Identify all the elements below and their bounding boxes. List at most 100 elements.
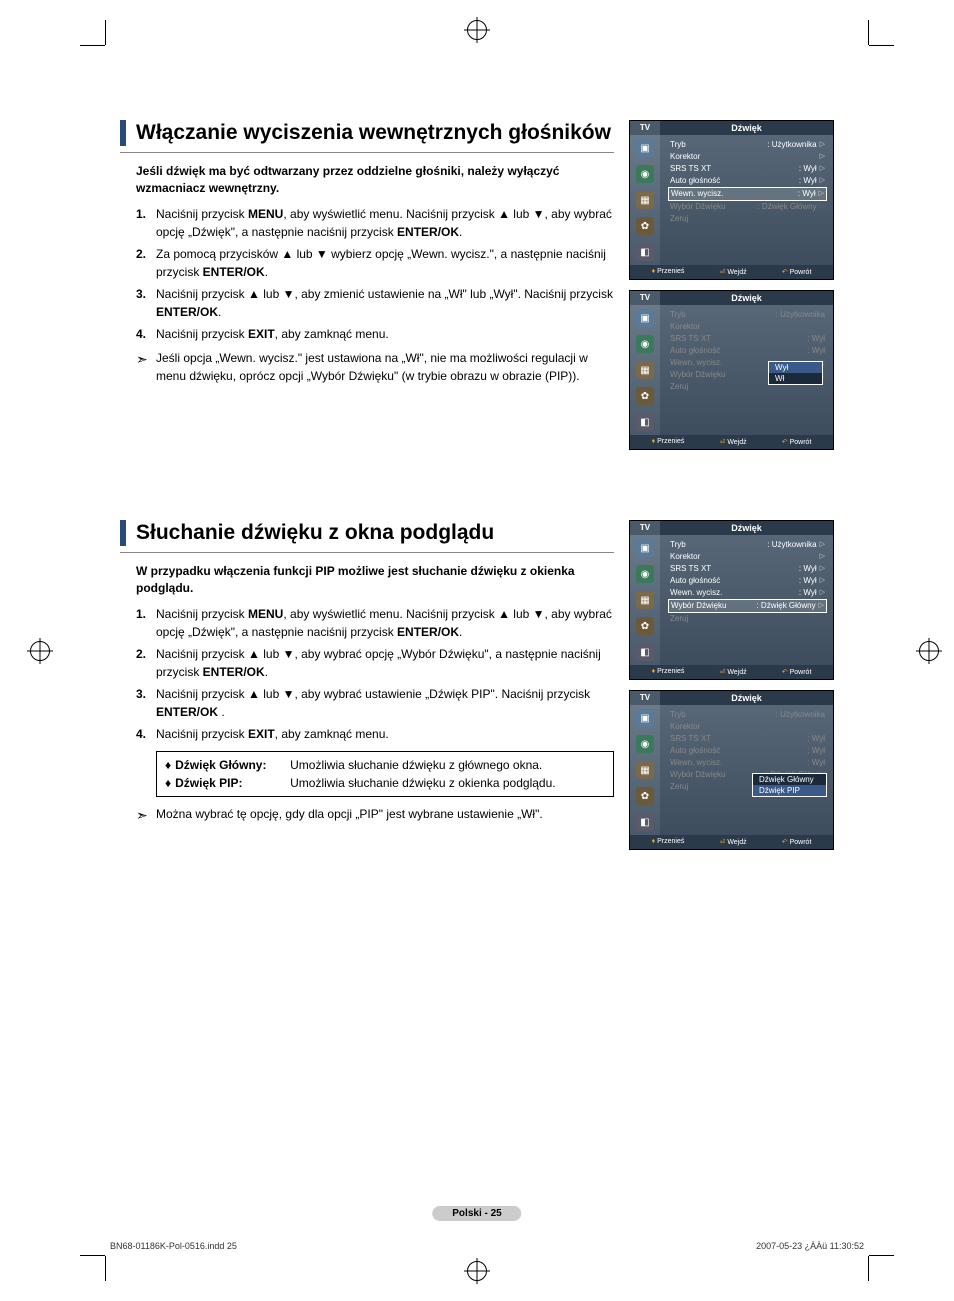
osd-title: Dźwięk xyxy=(660,691,833,705)
registration-mark xyxy=(30,641,50,661)
osd-row-korektor: Korektor▷ xyxy=(668,151,827,163)
osd-tv-label: TV xyxy=(630,691,660,705)
step-text: Naciśnij przycisk MENU, aby wyświetlić m… xyxy=(156,205,614,241)
settings-icon: ✿ xyxy=(636,617,654,635)
step-list: 1.Naciśnij przycisk MENU, aby wyświetlić… xyxy=(136,605,614,743)
osd-title: Dźwięk xyxy=(660,291,833,305)
step-text: Za pomocą przycisków ▲ lub ▼ wybierz opc… xyxy=(156,245,614,281)
picture-icon: ▣ xyxy=(636,539,654,557)
osd-row-korektor: Korektor xyxy=(668,321,827,333)
step-text: Naciśnij przycisk EXIT, aby zamknąć menu… xyxy=(156,725,614,743)
osd-row-auto: Auto głośność: Wył xyxy=(668,345,827,357)
step-text: Naciśnij przycisk ▲ lub ▼, aby zmienić u… xyxy=(156,285,614,321)
dropdown-option-main: Dźwięk Główny xyxy=(753,774,826,785)
osd-menu-sound-2: TV Dźwięk ▣ ◉ ▦ ✿ ◧ Tryb: Użytkownika Ko… xyxy=(629,290,834,450)
section-intro: Jeśli dźwięk ma być odtwarzany przez odd… xyxy=(136,163,614,197)
step-text: Naciśnij przycisk MENU, aby wyświetlić m… xyxy=(156,605,614,641)
osd-menu-sound-1: TV Dźwięk ▣ ◉ ▦ ✿ ◧ Tryb: Użytkownika▷ K… xyxy=(629,120,834,280)
osd-title: Dźwięk xyxy=(660,121,833,135)
input-icon: ◧ xyxy=(636,643,654,661)
osd-row-srs: SRS TS XT: Wył▷ xyxy=(668,163,827,175)
osd-row-auto: Auto głośność: Wył▷ xyxy=(668,175,827,187)
osd-menu-sound-3: TV Dźwięk ▣ ◉ ▦ ✿ ◧ Tryb: Użytkownika▷ K… xyxy=(629,520,834,680)
osd-row-korektor: Korektor xyxy=(668,721,827,733)
note-text: Można wybrać tę opcję, gdy dla opcji „PI… xyxy=(156,805,543,826)
page-number: Polski - 25 xyxy=(432,1206,521,1221)
step-number: 1. xyxy=(136,205,156,241)
heading-accent-bar xyxy=(120,520,126,546)
osd-tv-label: TV xyxy=(630,521,660,535)
settings-icon: ✿ xyxy=(636,217,654,235)
section-pip-sound: Słuchanie dźwięku z okna podglądu W przy… xyxy=(120,520,834,860)
dropdown-option-off: Wył xyxy=(769,362,822,373)
footer-timestamp: 2007-05-23 ¿ÀÀü 11:30:52 xyxy=(756,1241,864,1251)
osd-dropdown-onoff: Wył Wł xyxy=(768,361,823,385)
osd-row-auto: Auto głośność: Wył xyxy=(668,745,827,757)
step-text: Naciśnij przycisk EXIT, aby zamknąć menu… xyxy=(156,325,614,343)
osd-category-icons: ▣ ◉ ▦ ✿ ◧ xyxy=(630,305,660,435)
step-number: 2. xyxy=(136,245,156,281)
input-icon: ◧ xyxy=(636,413,654,431)
step-text: Naciśnij przycisk ▲ lub ▼, aby wybrać us… xyxy=(156,685,614,721)
osd-row-korektor: Korektor▷ xyxy=(668,551,827,563)
osd-row-auto: Auto głośność: Wył▷ xyxy=(668,575,827,587)
osd-tv-label: TV xyxy=(630,121,660,135)
section-heading: Słuchanie dźwięku z okna podglądu xyxy=(136,521,494,545)
step-list: 1.Naciśnij przycisk MENU, aby wyświetlić… xyxy=(136,205,614,343)
osd-footer: ♦ Przenieś ⏎ Wejdź ↶ Powrót xyxy=(630,265,833,279)
osd-dropdown-sound-select: Dźwięk Główny Dźwięk PIP xyxy=(752,773,827,797)
sound-icon: ◉ xyxy=(636,335,654,353)
osd-footer: ♦ Przenieś ⏎ Wejdź ↶ Powrót xyxy=(630,835,833,849)
osd-row-wewn-selected: Wewn. wycisz.: Wył▷ xyxy=(668,187,827,201)
osd-row-srs: SRS TS XT: Wył xyxy=(668,733,827,745)
osd-footer: ♦ Przenieś ⏎ Wejdź ↶ Powrót xyxy=(630,665,833,679)
sound-icon: ◉ xyxy=(636,565,654,583)
settings-icon: ✿ xyxy=(636,787,654,805)
heading-accent-bar xyxy=(120,120,126,146)
osd-row-wewn: Wewn. wycisz.: Wył xyxy=(668,757,827,769)
osd-category-icons: ▣ ◉ ▦ ✿ ◧ xyxy=(630,705,660,835)
picture-icon: ▣ xyxy=(636,139,654,157)
step-number: 4. xyxy=(136,325,156,343)
osd-row-wybor: Wybór Dźwięku: Dźwięk Główny▷ xyxy=(668,201,827,213)
sound-icon: ◉ xyxy=(636,735,654,753)
osd-row-zeruj: Zeruj xyxy=(668,613,827,625)
section-heading: Włączanie wyciszenia wewnętrznych głośni… xyxy=(136,121,611,145)
step-number: 2. xyxy=(136,645,156,681)
dropdown-option-on: Wł xyxy=(769,373,822,384)
channel-icon: ▦ xyxy=(636,591,654,609)
channel-icon: ▦ xyxy=(636,361,654,379)
footer-filename: BN68-01186K-Pol-0516.indd 25 xyxy=(110,1241,237,1251)
registration-mark xyxy=(919,641,939,661)
dropdown-option-pip: Dźwięk PIP xyxy=(753,785,826,796)
picture-icon: ▣ xyxy=(636,709,654,727)
osd-category-icons: ▣ ◉ ▦ ✿ ◧ xyxy=(630,135,660,265)
def-text: Umożliwia słuchanie dźwięku z głównego o… xyxy=(290,756,542,774)
def-label: Dźwięk Główny: xyxy=(175,756,290,774)
osd-row-tryb: Tryb: Użytkownika▷ xyxy=(668,539,827,551)
input-icon: ◧ xyxy=(636,243,654,261)
registration-mark xyxy=(467,20,487,40)
osd-row-srs: SRS TS XT: Wył xyxy=(668,333,827,345)
note-icon: ➣ xyxy=(136,349,156,385)
osd-footer: ♦ Przenieś ⏎ Wejdź ↶ Powrót xyxy=(630,435,833,449)
settings-icon: ✿ xyxy=(636,387,654,405)
osd-category-icons: ▣ ◉ ▦ ✿ ◧ xyxy=(630,535,660,665)
sound-icon: ◉ xyxy=(636,165,654,183)
channel-icon: ▦ xyxy=(636,761,654,779)
step-number: 1. xyxy=(136,605,156,641)
osd-tv-label: TV xyxy=(630,291,660,305)
step-number: 3. xyxy=(136,285,156,321)
osd-row-wybor-selected: Wybór Dźwięku: Dźwięk Główny▷ xyxy=(668,599,827,613)
osd-row-tryb: Tryb: Użytkownika xyxy=(668,309,827,321)
osd-row-wewn: Wewn. wycisz.: Wył▷ xyxy=(668,587,827,599)
section-mute-internal-speakers: Włączanie wyciszenia wewnętrznych głośni… xyxy=(120,120,834,460)
osd-row-tryb: Tryb: Użytkownika▷ xyxy=(668,139,827,151)
registration-mark xyxy=(467,1261,487,1281)
osd-row-zeruj: Zeruj xyxy=(668,213,827,225)
section-intro: W przypadku włączenia funkcji PIP możliw… xyxy=(136,563,614,597)
definition-box: ♦Dźwięk Główny:Umożliwia słuchanie dźwię… xyxy=(156,751,614,797)
step-number: 3. xyxy=(136,685,156,721)
input-icon: ◧ xyxy=(636,813,654,831)
note-icon: ➣ xyxy=(136,805,156,826)
